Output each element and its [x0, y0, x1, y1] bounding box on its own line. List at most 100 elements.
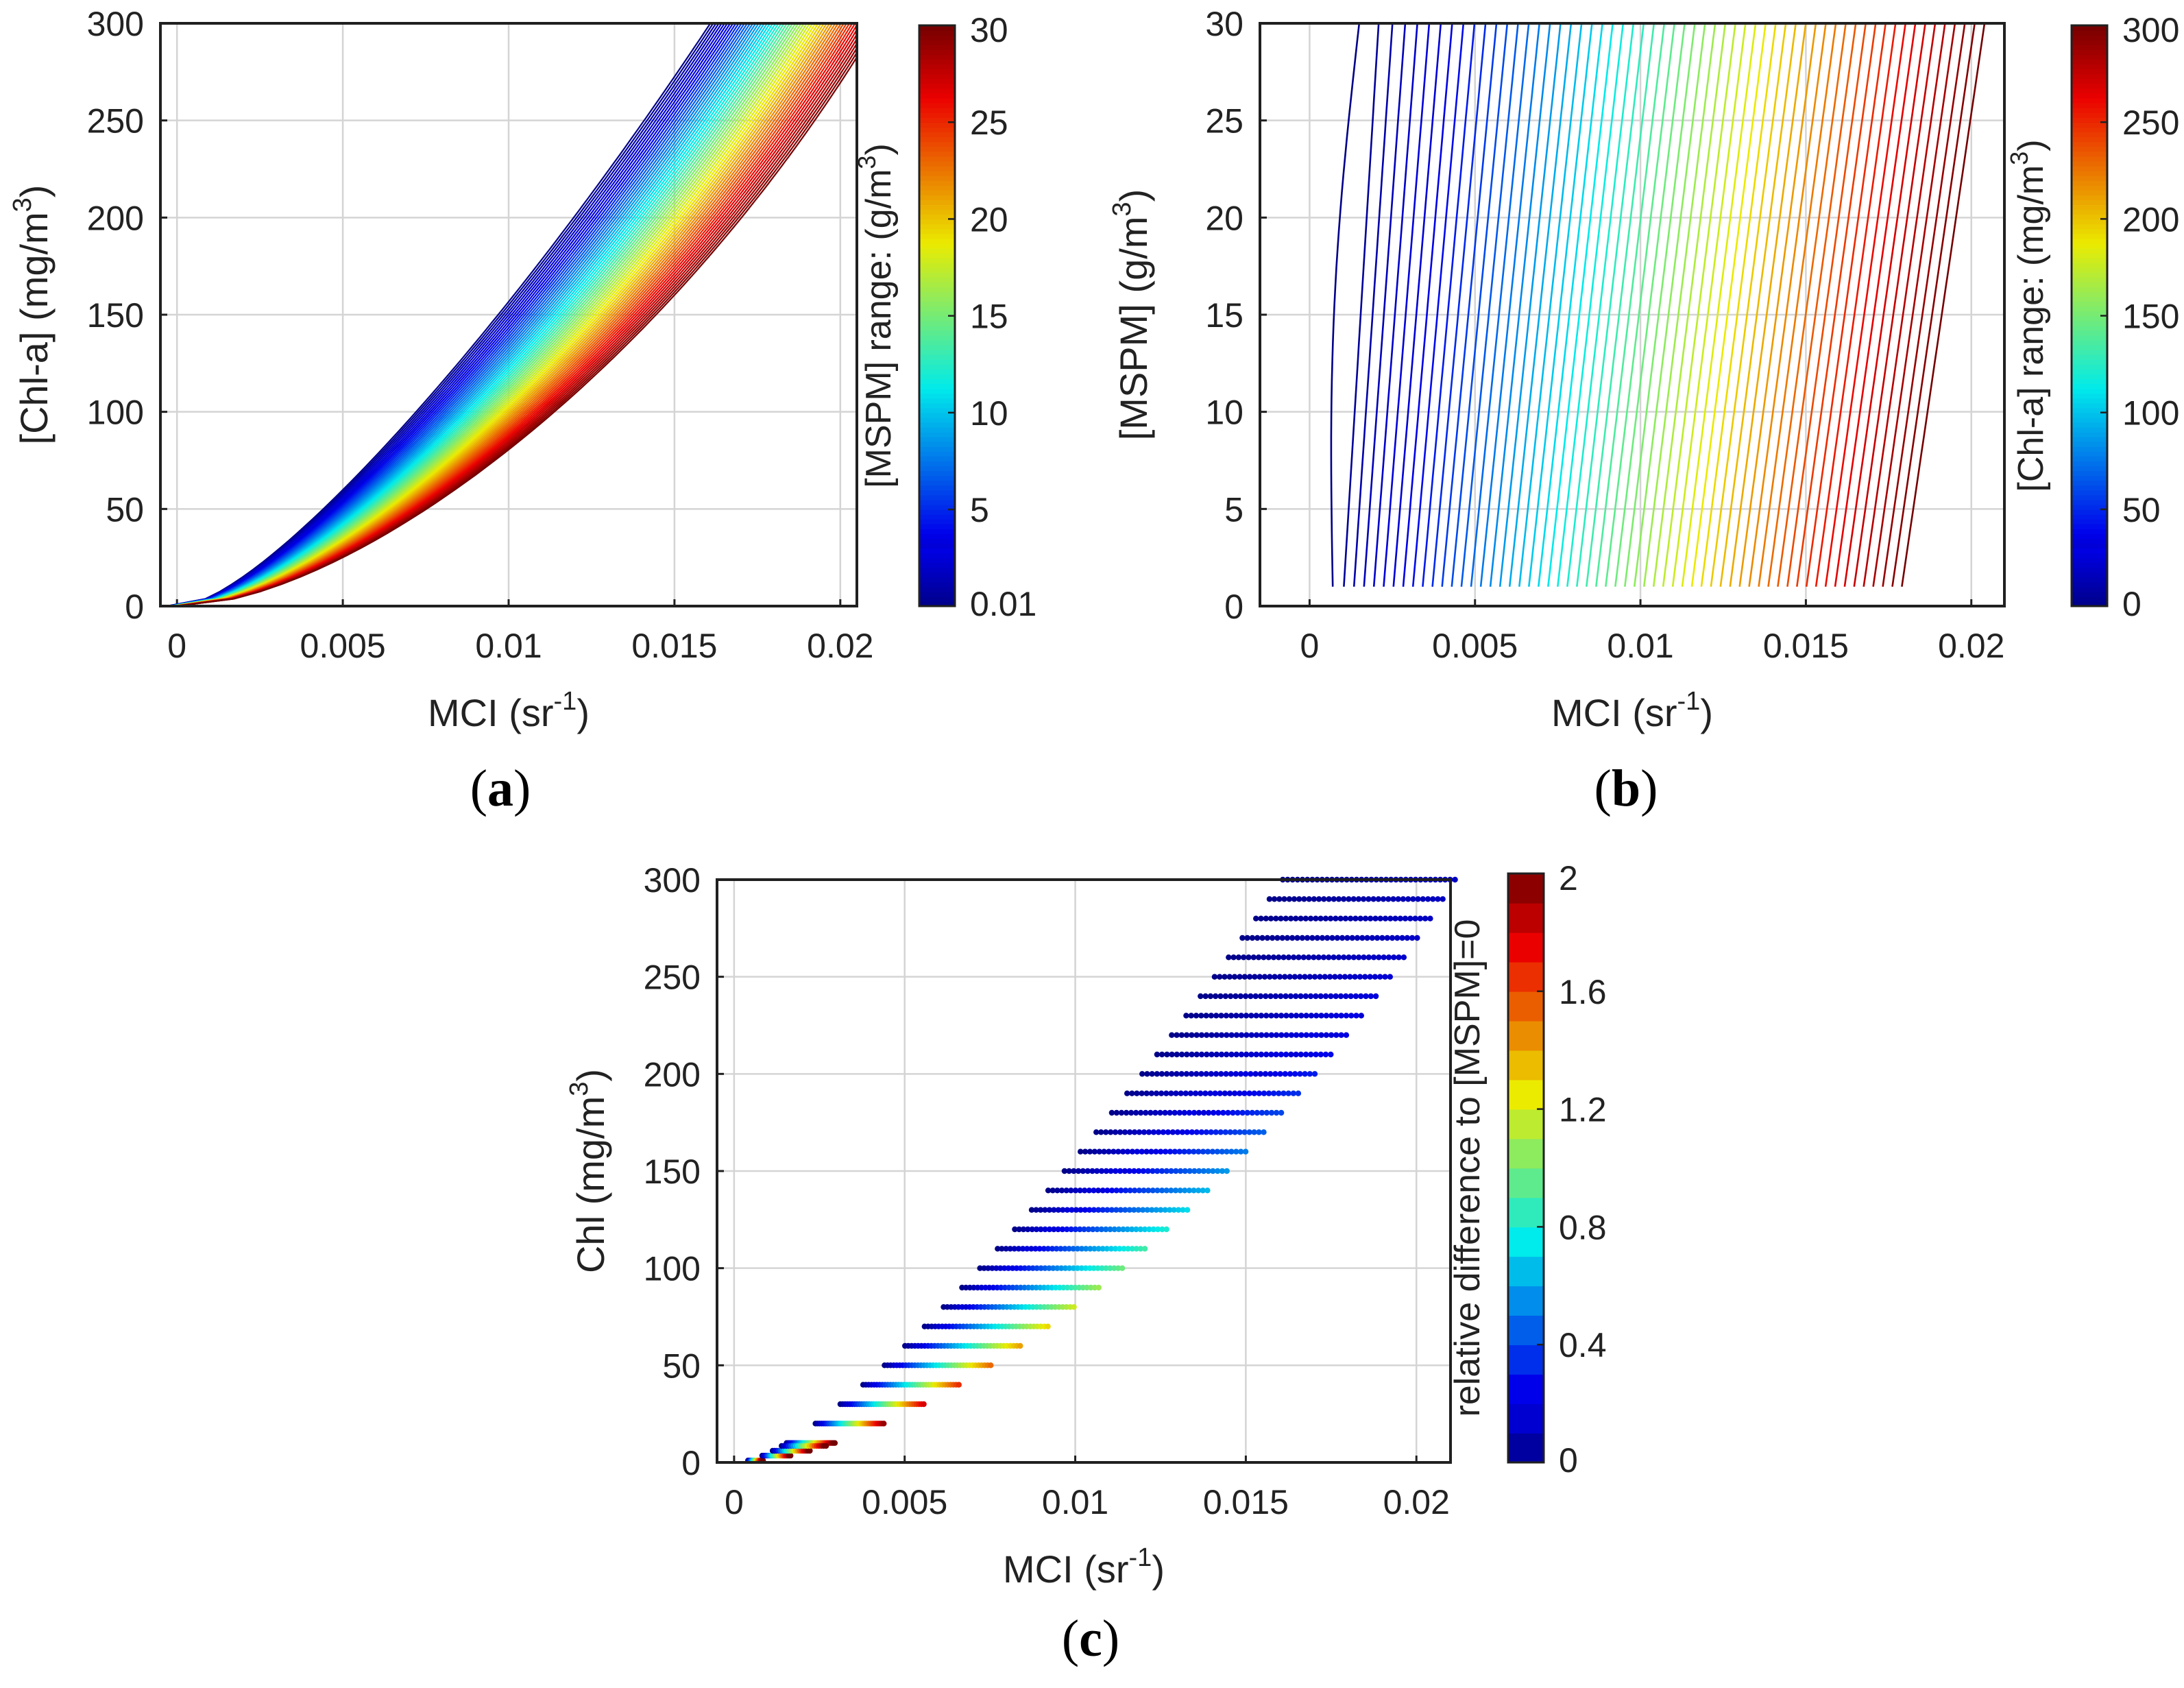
data-point — [1322, 974, 1328, 980]
data-point — [1222, 1129, 1228, 1135]
colorbar-tick-label: 250 — [2122, 104, 2179, 142]
data-point — [1452, 876, 1458, 883]
data-point — [1095, 1187, 1102, 1194]
colorbar-segment — [919, 393, 955, 399]
data-point — [1032, 1246, 1039, 1252]
colorbar-segment — [2072, 69, 2107, 75]
data-point — [1150, 1187, 1156, 1194]
curves-a — [167, 23, 857, 606]
data-point — [1016, 1226, 1022, 1233]
data-point — [1263, 1109, 1270, 1116]
data-point — [1009, 1265, 1016, 1271]
data-point — [1198, 993, 1204, 1000]
data-point — [1028, 1246, 1034, 1252]
line-chl — [1853, 23, 1937, 587]
colorbar-segment — [2072, 461, 2107, 467]
data-point — [1256, 1129, 1262, 1135]
data-point — [1384, 935, 1390, 941]
data-point — [1289, 935, 1296, 941]
curve-mspm — [167, 23, 714, 606]
data-point — [1246, 954, 1252, 961]
data-point — [1192, 1090, 1199, 1096]
data-point — [1414, 935, 1420, 941]
colorbar-segment — [919, 601, 955, 607]
data-point — [1136, 1187, 1143, 1194]
colorbar-segment — [2072, 248, 2107, 254]
line-chl — [1796, 23, 1877, 587]
colorbar-segment — [2072, 431, 2107, 437]
data-point — [1167, 1207, 1173, 1213]
data-point — [1399, 935, 1405, 941]
colorbar-segment — [919, 407, 955, 413]
data-point — [1117, 1168, 1124, 1174]
colorbar-segment — [919, 122, 955, 128]
colorbar-segment — [919, 475, 955, 481]
colorbar-segment — [2072, 518, 2107, 525]
data-point — [1348, 1013, 1355, 1019]
data-point — [1265, 954, 1272, 961]
data-point — [1420, 896, 1426, 902]
colorbar-segment — [2072, 35, 2107, 40]
data-point — [1329, 935, 1335, 941]
data-point — [1046, 1265, 1052, 1271]
colorbar-segment — [919, 132, 955, 138]
data-point — [1122, 1187, 1129, 1194]
line-chl — [1633, 23, 1706, 587]
line-chl — [1528, 23, 1593, 587]
data-point — [1087, 1207, 1093, 1213]
line-chl — [1330, 23, 1361, 587]
data-point — [1198, 1051, 1205, 1058]
data-point — [1223, 1071, 1229, 1077]
data-point — [1297, 1071, 1303, 1077]
data-point — [1055, 1207, 1062, 1213]
data-point — [1096, 1148, 1103, 1155]
data-point — [1357, 915, 1363, 921]
data-point — [1208, 1071, 1215, 1077]
colorbar-segment — [2072, 93, 2107, 99]
colorbar-segment — [2072, 354, 2107, 360]
data-point — [1200, 1187, 1206, 1194]
y-axis-label-sup: 3 — [565, 1082, 594, 1096]
data-point — [1038, 1265, 1044, 1271]
colorbar-segment — [919, 248, 955, 254]
data-point — [1253, 1051, 1259, 1058]
data-point — [1045, 1187, 1052, 1194]
colorbar-segment — [1508, 1374, 1544, 1404]
data-point — [1322, 993, 1329, 1000]
line-chl — [1891, 23, 1976, 587]
data-point — [1154, 1071, 1161, 1077]
data-point — [1108, 1168, 1114, 1174]
data-point — [1091, 1265, 1097, 1271]
data-point — [1184, 1129, 1191, 1135]
data-point — [1238, 1013, 1244, 1019]
data-point — [1246, 1129, 1252, 1135]
y-tick-label: 0 — [1224, 588, 1243, 626]
data-point — [1238, 1148, 1244, 1155]
data-point — [1243, 1051, 1250, 1058]
data-point — [1299, 935, 1306, 941]
data-point — [1228, 1032, 1235, 1038]
colorbar-segment — [2072, 562, 2107, 568]
data-point — [1204, 1032, 1210, 1038]
colorbar-segment — [919, 567, 955, 573]
data-point — [1237, 1090, 1243, 1096]
colorbar-segment — [2072, 189, 2107, 195]
data-point — [1315, 954, 1322, 961]
y-tick-label: 300 — [87, 5, 144, 43]
data-point — [1288, 1051, 1294, 1058]
colorbar-segment — [2072, 359, 2107, 365]
colorbar-segment — [2072, 287, 2107, 293]
data-point — [1348, 993, 1354, 1000]
colorbar-tick-label: 200 — [2122, 200, 2179, 239]
line-chl — [1576, 23, 1645, 587]
scatter-c — [745, 876, 1458, 1464]
data-point — [1252, 993, 1259, 1000]
data-point — [1205, 1109, 1212, 1116]
data-point — [1394, 935, 1400, 941]
data-point — [1291, 974, 1298, 980]
data-point — [1074, 1246, 1081, 1252]
data-point — [1217, 1090, 1223, 1096]
data-point — [1235, 1109, 1241, 1116]
colorbar-tick-label: 2 — [1559, 859, 1578, 897]
data-point — [1015, 1246, 1022, 1252]
